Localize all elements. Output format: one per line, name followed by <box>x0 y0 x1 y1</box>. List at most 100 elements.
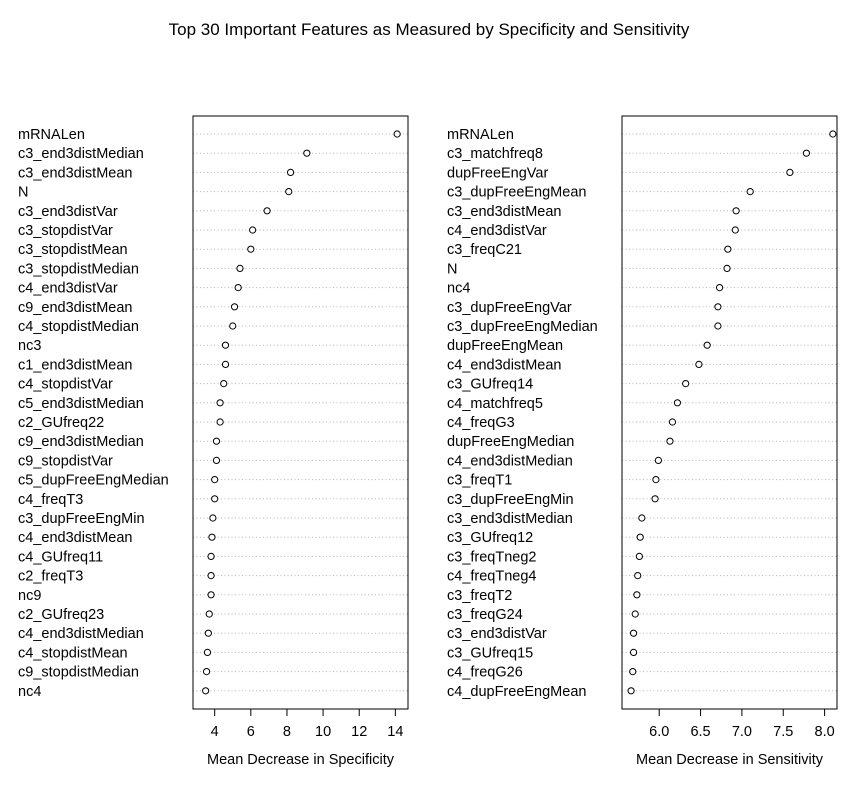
data-point <box>220 380 228 388</box>
feature-label: c3_matchfreq8 <box>447 146 543 162</box>
plot-frame <box>192 115 409 710</box>
sensitivity-dotchart: mRNALen c3_matchfreq8 dupFreeEngVar c3_dupF… <box>447 115 838 768</box>
feature-label: c3_end3distMean <box>18 165 132 181</box>
feature-label: c3_GUfreq12 <box>447 530 533 546</box>
data-point <box>216 399 224 407</box>
data-point <box>285 188 293 196</box>
feature-label: c3_dupFreeEngMedian <box>447 319 598 335</box>
data-point <box>746 188 754 196</box>
x-tick-label: 4 <box>211 724 219 740</box>
feature-label: c4_end3distMedian <box>18 626 144 642</box>
data-point <box>654 456 662 464</box>
feature-label: c2_GUfreq23 <box>18 607 104 623</box>
data-point <box>629 668 637 676</box>
feature-label: nc9 <box>18 588 41 604</box>
feature-label: c3_stopdistMean <box>18 242 128 258</box>
feature-label: c4_stopdistVar <box>18 377 113 393</box>
data-point <box>635 552 643 561</box>
feature-label: mRNALen <box>447 127 514 143</box>
feature-label: c4_freqTneg4 <box>447 569 536 585</box>
feature-label: c4_GUfreq11 <box>18 549 103 565</box>
data-point <box>216 418 224 426</box>
data-point <box>714 303 722 311</box>
feature-label: c3_GUfreq15 <box>447 645 533 661</box>
data-point <box>633 591 641 599</box>
data-point <box>724 245 732 253</box>
feature-label: c4_freqT3 <box>18 492 83 508</box>
x-tick-label: 10 <box>315 724 331 740</box>
data-point <box>634 572 642 580</box>
feature-label: c9_stopdistVar <box>18 453 113 469</box>
feature-label: dupFreeEngVar <box>447 165 548 181</box>
feature-label: c3_dupFreeEngMin <box>447 492 574 508</box>
data-point <box>207 552 215 561</box>
feature-label: c3_end3distMean <box>447 204 561 220</box>
feature-label: c3_dupFreeEngMean <box>447 185 586 201</box>
data-point <box>286 168 295 176</box>
data-point <box>829 130 837 138</box>
feature-label: c4_end3distMean <box>447 357 561 373</box>
data-point <box>221 360 230 368</box>
data-point <box>236 264 244 272</box>
feature-label: c9_end3distMean <box>18 300 132 316</box>
feature-label: c4_matchfreq5 <box>447 396 543 412</box>
data-point <box>208 533 216 541</box>
feature-label: c3_dupFreeEngMin <box>18 511 145 527</box>
data-point <box>211 495 219 503</box>
feature-label: c3_end3distVar <box>447 626 547 642</box>
x-tick-label: 6 <box>247 724 255 740</box>
data-point <box>682 380 690 388</box>
data-point <box>247 245 255 253</box>
feature-label: N <box>447 261 457 277</box>
feature-label: c3_freqT1 <box>447 473 512 489</box>
feature-label: c4_end3distMean <box>18 530 132 546</box>
data-point <box>202 687 210 695</box>
feature-label: c5_end3distMedian <box>18 396 144 412</box>
feature-label: c4_end3distVar <box>447 223 547 239</box>
data-point <box>715 284 724 292</box>
data-point <box>303 149 311 157</box>
data-point <box>668 418 677 426</box>
data-point <box>202 668 211 676</box>
data-point <box>203 648 212 657</box>
feature-label: c3_freqC21 <box>447 242 522 258</box>
data-point <box>651 495 659 503</box>
data-point <box>629 629 638 637</box>
data-point <box>234 284 242 292</box>
data-point <box>263 207 271 215</box>
feature-label: c2_freqT3 <box>18 569 83 585</box>
x-tick-label: 12 <box>351 724 367 740</box>
feature-label: dupFreeEngMedian <box>447 434 574 450</box>
data-point <box>627 687 635 695</box>
data-point <box>786 168 794 176</box>
data-point <box>652 476 660 484</box>
data-point <box>212 437 221 445</box>
data-point <box>636 533 644 541</box>
feature-label: dupFreeEngMean <box>447 338 563 354</box>
feature-label: mRNALen <box>18 127 85 143</box>
chart-title: Top 30 Important Features as Measured by… <box>169 20 690 39</box>
data-point <box>666 437 674 445</box>
data-point <box>212 456 221 464</box>
feature-label: c4_end3distMedian <box>447 453 573 469</box>
data-point <box>673 399 682 407</box>
data-point <box>221 341 230 349</box>
x-axis-label: Mean Decrease in Sensitivity <box>636 752 824 768</box>
data-point <box>731 226 739 234</box>
x-tick-label: 6.5 <box>690 724 710 740</box>
feature-label: N <box>18 185 28 201</box>
plot-frame <box>621 115 838 710</box>
data-point <box>205 610 213 618</box>
feature-label: c4_dupFreeEngMean <box>447 684 586 700</box>
feature-label: c3_GUfreq14 <box>447 377 533 393</box>
feature-label: c4_stopdistMedian <box>18 319 139 335</box>
data-point <box>638 514 646 522</box>
data-point <box>629 648 638 657</box>
feature-label: nc3 <box>18 338 41 354</box>
feature-label: c3_dupFreeEngVar <box>447 300 572 316</box>
data-point <box>211 476 219 484</box>
feature-label: c3_end3distVar <box>18 204 118 220</box>
feature-label: c2_GUfreq22 <box>18 415 104 431</box>
x-tick-label: 8.0 <box>815 724 835 740</box>
data-point <box>204 629 212 637</box>
